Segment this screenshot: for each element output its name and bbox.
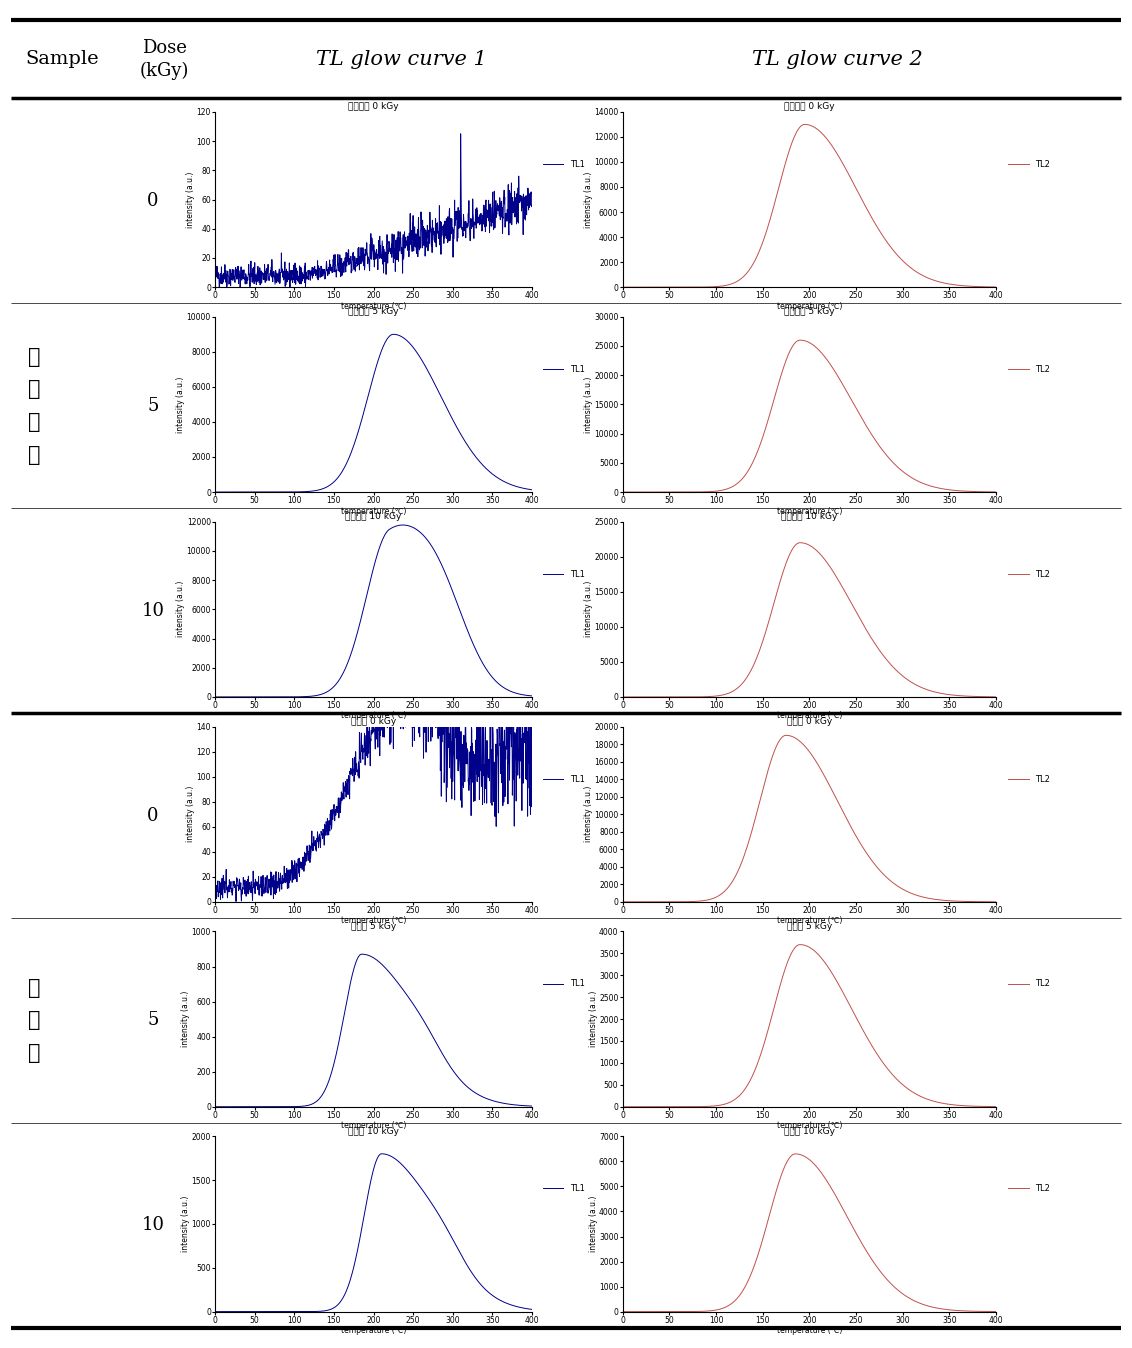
Y-axis label: intensity (a.u.): intensity (a.u.) xyxy=(584,581,593,638)
Text: TL glow curve 2: TL glow curve 2 xyxy=(753,50,923,69)
X-axis label: temperature (℃): temperature (℃) xyxy=(341,1326,406,1335)
Title: 가루녹차 5 kGy: 가루녹차 5 kGy xyxy=(349,307,398,315)
Legend: TL1: TL1 xyxy=(542,775,585,783)
Title: 생강차 10 kGy: 생강차 10 kGy xyxy=(348,1127,400,1135)
Legend: TL2: TL2 xyxy=(1007,1185,1050,1193)
Title: 생강차 0 kGy: 생강차 0 kGy xyxy=(351,717,396,725)
Y-axis label: intensity (a.u.): intensity (a.u.) xyxy=(186,171,195,228)
Title: 가루녹차 5 kGy: 가루녹차 5 kGy xyxy=(784,307,834,315)
Legend: TL1: TL1 xyxy=(542,570,585,578)
Y-axis label: intensity (a.u.): intensity (a.u.) xyxy=(186,786,195,842)
Legend: TL1: TL1 xyxy=(542,160,585,168)
Y-axis label: intensity (a.u.): intensity (a.u.) xyxy=(584,376,593,433)
X-axis label: temperature (℃): temperature (℃) xyxy=(341,1122,406,1130)
Y-axis label: intensity (a.u.): intensity (a.u.) xyxy=(181,991,190,1047)
Title: 생강차 5 kGy: 생강차 5 kGy xyxy=(351,922,396,930)
Legend: TL2: TL2 xyxy=(1007,570,1050,578)
Y-axis label: intensity (a.u.): intensity (a.u.) xyxy=(181,1196,190,1252)
Title: 가루녹차 0 kGy: 가루녹차 0 kGy xyxy=(349,102,398,111)
Y-axis label: intensity (a.u.): intensity (a.u.) xyxy=(589,1196,598,1252)
Text: 10: 10 xyxy=(142,1216,164,1235)
Y-axis label: intensity (a.u.): intensity (a.u.) xyxy=(584,171,593,228)
X-axis label: temperature (℃): temperature (℃) xyxy=(777,917,842,925)
X-axis label: temperature (℃): temperature (℃) xyxy=(341,302,406,310)
Text: 0: 0 xyxy=(147,191,158,210)
Text: Sample: Sample xyxy=(25,50,100,69)
X-axis label: temperature (℃): temperature (℃) xyxy=(777,507,842,515)
Y-axis label: intensity (a.u.): intensity (a.u.) xyxy=(177,376,186,433)
Title: 생강차 10 kGy: 생강차 10 kGy xyxy=(783,1127,835,1135)
Legend: TL2: TL2 xyxy=(1007,775,1050,783)
Text: 5: 5 xyxy=(147,396,158,415)
Text: Dose
(kGy): Dose (kGy) xyxy=(139,39,189,80)
Legend: TL1: TL1 xyxy=(542,980,585,988)
Title: 가루녹차 10 kGy: 가루녹차 10 kGy xyxy=(781,512,838,520)
X-axis label: temperature (℃): temperature (℃) xyxy=(777,1122,842,1130)
Text: 0: 0 xyxy=(147,806,158,825)
Legend: TL1: TL1 xyxy=(542,1185,585,1193)
Text: 가
루
녹
차: 가 루 녹 차 xyxy=(27,346,41,465)
Legend: TL2: TL2 xyxy=(1007,980,1050,988)
Legend: TL2: TL2 xyxy=(1007,365,1050,373)
X-axis label: temperature (℃): temperature (℃) xyxy=(777,712,842,720)
Title: 생강차 5 kGy: 생강차 5 kGy xyxy=(787,922,832,930)
X-axis label: temperature (℃): temperature (℃) xyxy=(341,917,406,925)
Y-axis label: intensity (a.u.): intensity (a.u.) xyxy=(589,991,598,1047)
Text: 10: 10 xyxy=(142,601,164,620)
Y-axis label: intensity (a.u.): intensity (a.u.) xyxy=(177,581,186,638)
Title: 가루녹차 0 kGy: 가루녹차 0 kGy xyxy=(784,102,834,111)
Title: 생강차 0 kGy: 생강차 0 kGy xyxy=(787,717,832,725)
Text: 생
강
차: 생 강 차 xyxy=(27,977,41,1064)
X-axis label: temperature (℃): temperature (℃) xyxy=(341,507,406,515)
Title: 가루녹차 10 kGy: 가루녹차 10 kGy xyxy=(345,512,402,520)
Text: 5: 5 xyxy=(147,1011,158,1030)
X-axis label: temperature (℃): temperature (℃) xyxy=(777,1326,842,1335)
Y-axis label: intensity (a.u.): intensity (a.u.) xyxy=(584,786,593,842)
X-axis label: temperature (℃): temperature (℃) xyxy=(341,712,406,720)
Text: TL glow curve 1: TL glow curve 1 xyxy=(317,50,487,69)
Legend: TL2: TL2 xyxy=(1007,160,1050,168)
Legend: TL1: TL1 xyxy=(542,365,585,373)
X-axis label: temperature (℃): temperature (℃) xyxy=(777,302,842,310)
